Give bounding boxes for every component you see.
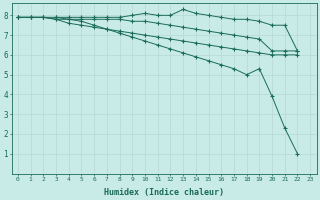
X-axis label: Humidex (Indice chaleur): Humidex (Indice chaleur)	[104, 188, 224, 197]
